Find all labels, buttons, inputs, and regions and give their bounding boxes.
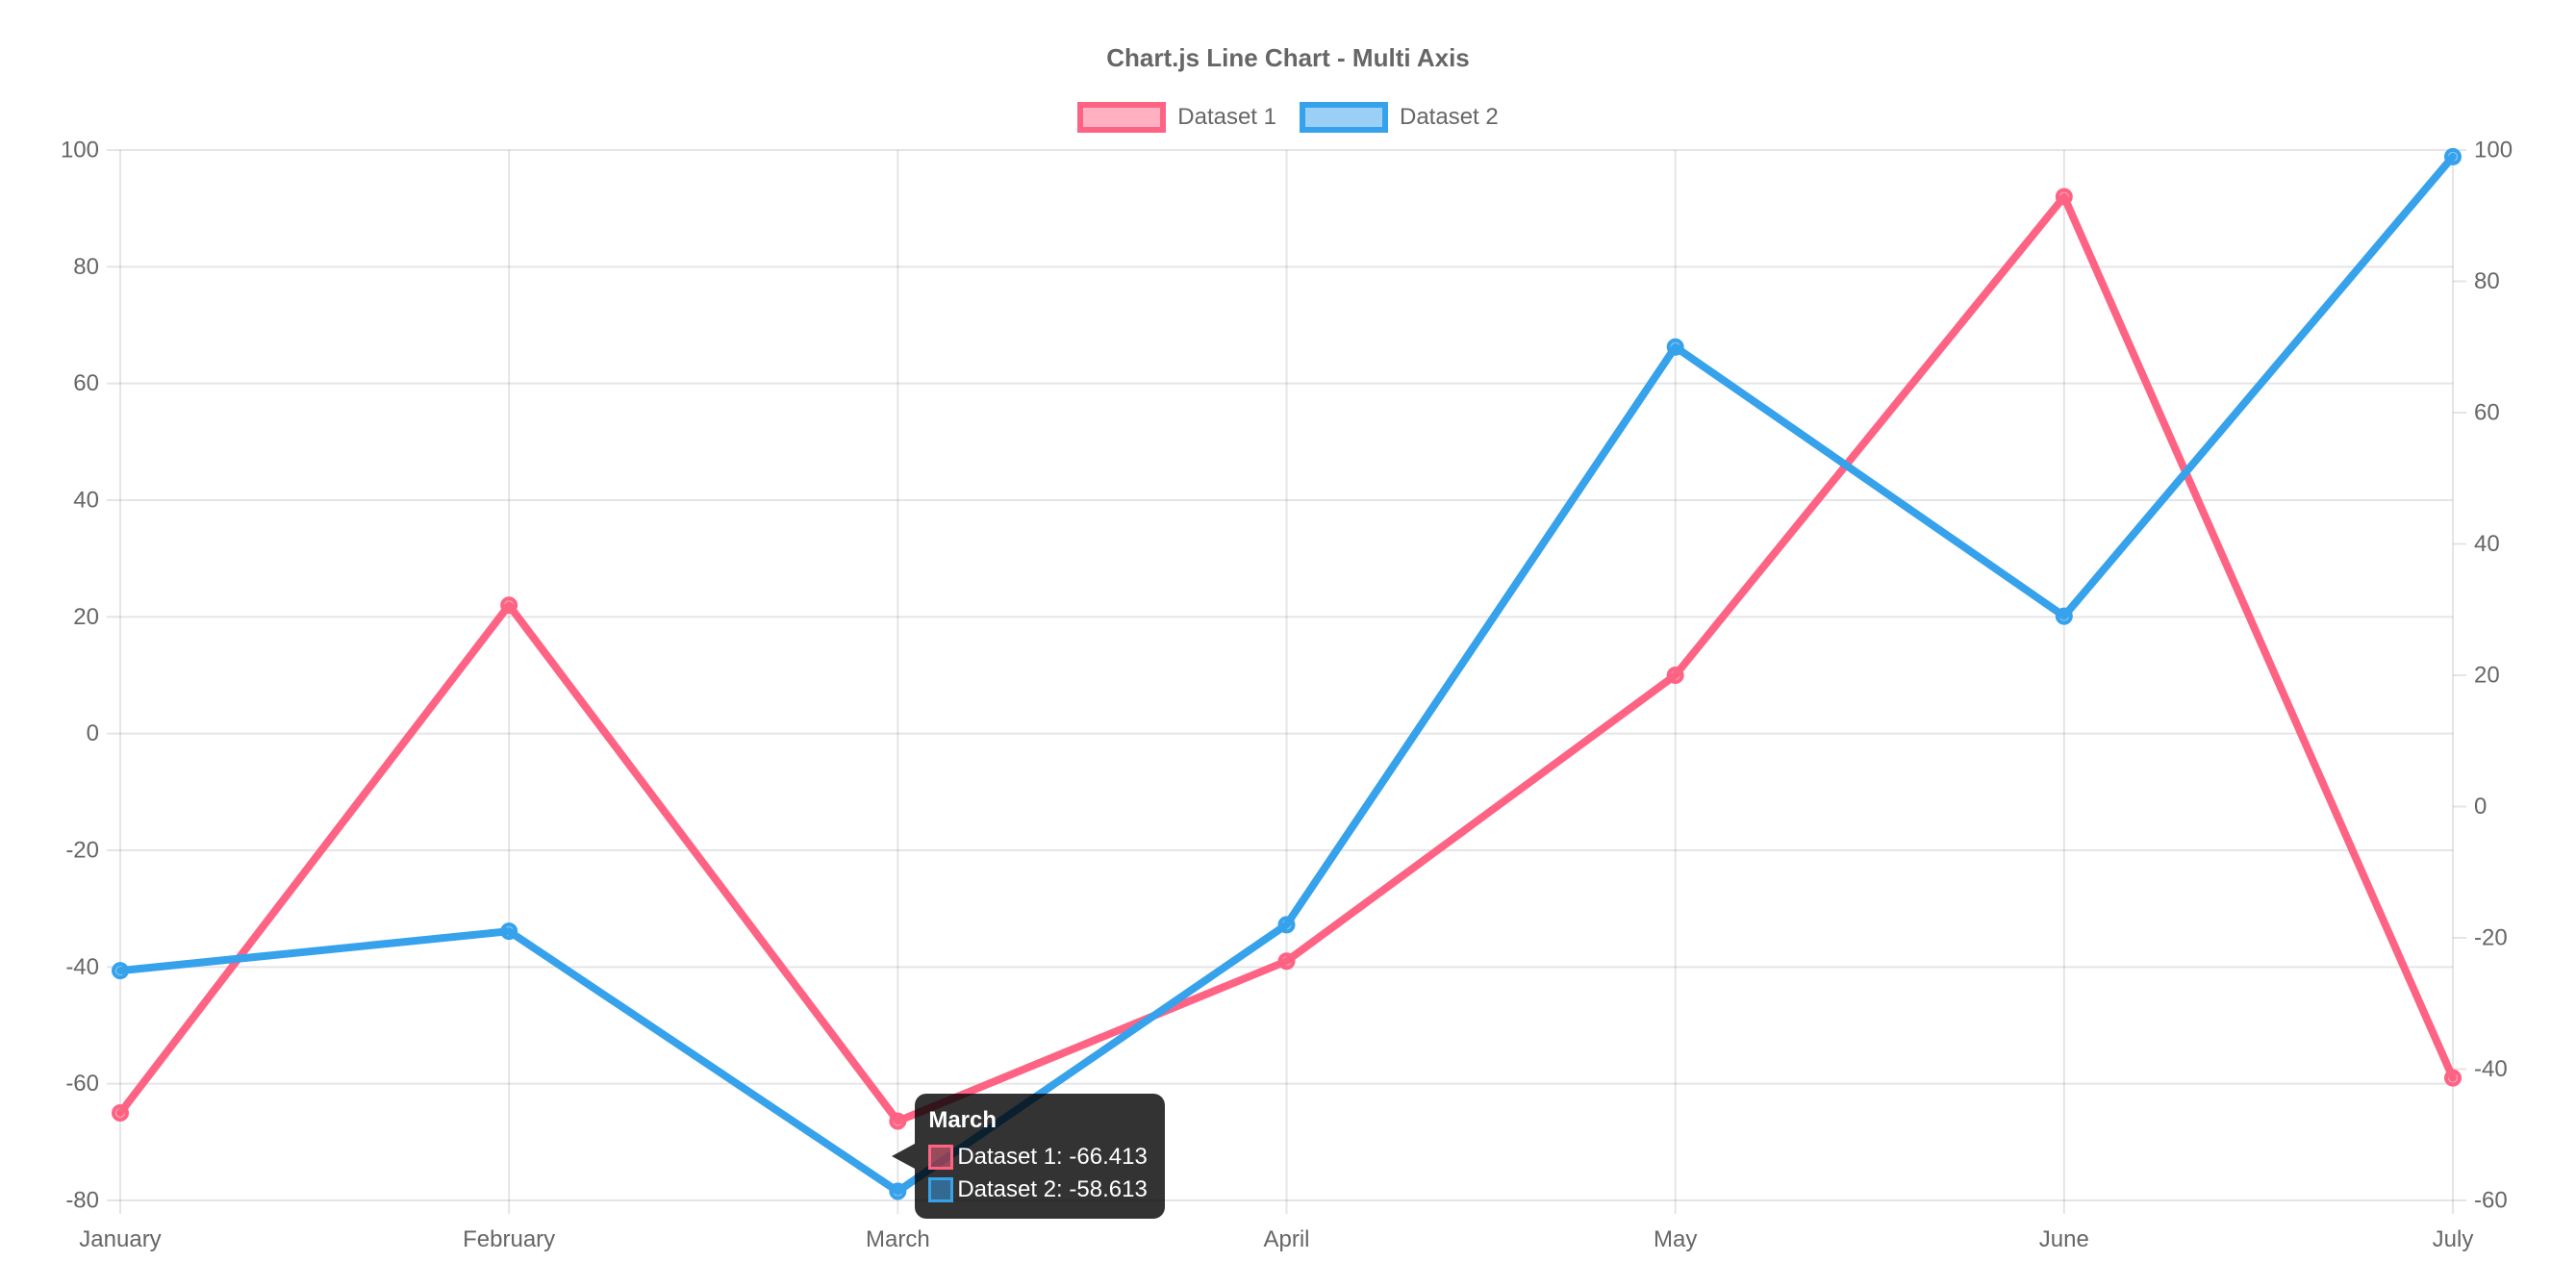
data-point-dataset-1[interactable] xyxy=(2055,188,2073,206)
y-axis-left-label: -20 xyxy=(65,838,99,864)
y-axis-left-label: 40 xyxy=(73,488,99,514)
y-axis-right: 100 80 60 40 20 0 -20 -40 -60 xyxy=(2453,138,2513,1214)
y-axis-right-label: 0 xyxy=(2474,794,2487,820)
data-point-dataset-2[interactable] xyxy=(2055,607,2073,625)
data-point-dataset-1[interactable] xyxy=(1277,952,1296,971)
tooltip-row-label: Dataset 2: -58.613 xyxy=(957,1176,1148,1203)
data-point-dataset-2[interactable] xyxy=(500,922,518,941)
data-point-dataset-2[interactable] xyxy=(112,962,129,980)
y-axis-left-label: -40 xyxy=(65,954,99,980)
legend: Dataset 1 Dataset 2 xyxy=(0,102,2576,133)
x-axis-label: May xyxy=(1654,1226,1697,1252)
tooltip-swatch xyxy=(928,1145,954,1171)
data-point-dataset-1[interactable] xyxy=(112,1104,129,1122)
data-point-dataset-2[interactable] xyxy=(1277,916,1296,934)
y-axis-left-label: 0 xyxy=(87,720,99,746)
legend-swatch-dataset-2 xyxy=(1300,102,1388,133)
data-point-dataset-1[interactable] xyxy=(1666,667,1684,684)
legend-item-dataset-2[interactable]: Dataset 2 xyxy=(1300,102,1499,133)
tooltip-row: Dataset 2: -58.613 xyxy=(928,1176,1148,1203)
series-dataset-1 xyxy=(112,188,2462,1130)
data-point-dataset-2[interactable] xyxy=(1666,338,1684,356)
tooltip: March Dataset 1: -66.413 Dataset 2: -58.6… xyxy=(892,1094,1165,1220)
y-axis-right-label: 80 xyxy=(2474,268,2500,294)
y-axis-right-label: -20 xyxy=(2474,925,2508,951)
y-axis-left-label: -60 xyxy=(65,1071,99,1097)
legend-swatch-dataset-1 xyxy=(1077,102,1167,133)
y-axis-right-label: 20 xyxy=(2474,663,2500,689)
y-axis-right-label: 40 xyxy=(2474,531,2500,557)
tooltip-caret xyxy=(892,1144,916,1170)
legend-label-dataset-1: Dataset 1 xyxy=(1177,104,1276,130)
x-axis-label: January xyxy=(79,1226,161,1252)
gridlines xyxy=(119,149,2454,1201)
x-axis-label: July xyxy=(2433,1226,2474,1252)
data-point-dataset-1[interactable] xyxy=(889,1112,907,1130)
y-axis-right-label: 100 xyxy=(2474,138,2513,164)
y-axis-left-label: -80 xyxy=(65,1188,99,1214)
y-axis-left: 100 80 60 40 20 0 -20 -40 -60 -80 xyxy=(61,138,120,1214)
x-axis-label: February xyxy=(463,1226,555,1252)
legend-label-dataset-2: Dataset 2 xyxy=(1400,104,1499,130)
y-axis-right-label: 60 xyxy=(2474,400,2500,426)
y-axis-right-label: -40 xyxy=(2474,1056,2508,1082)
x-axis: January February March April May June July xyxy=(79,1200,2473,1252)
tooltip-swatch xyxy=(928,1177,954,1203)
series-dataset-2 xyxy=(112,147,2462,1200)
data-point-dataset-1[interactable] xyxy=(500,596,518,615)
x-axis-label: June xyxy=(2039,1226,2089,1252)
x-axis-label: March xyxy=(866,1226,930,1252)
data-point-dataset-2[interactable] xyxy=(2444,147,2462,165)
legend-item-dataset-1[interactable]: Dataset 1 xyxy=(1077,102,1276,133)
y-axis-right-label: -60 xyxy=(2474,1188,2508,1214)
chart-title: Chart.js Line Chart - Multi Axis xyxy=(1106,43,1470,72)
tooltip-row: Dataset 1: -66.413 xyxy=(928,1144,1148,1171)
y-axis-left-label: 60 xyxy=(73,370,99,396)
data-point-dataset-1[interactable] xyxy=(2444,1069,2462,1087)
y-axis-left-label: 80 xyxy=(73,254,99,280)
y-axis-left-label: 20 xyxy=(73,604,99,630)
tooltip-title: March xyxy=(928,1107,998,1134)
data-point-dataset-2[interactable] xyxy=(889,1182,907,1200)
x-axis-label: April xyxy=(1263,1226,1309,1252)
y-axis-left-label: 100 xyxy=(61,138,99,164)
tooltip-row-label: Dataset 1: -66.413 xyxy=(957,1144,1148,1171)
